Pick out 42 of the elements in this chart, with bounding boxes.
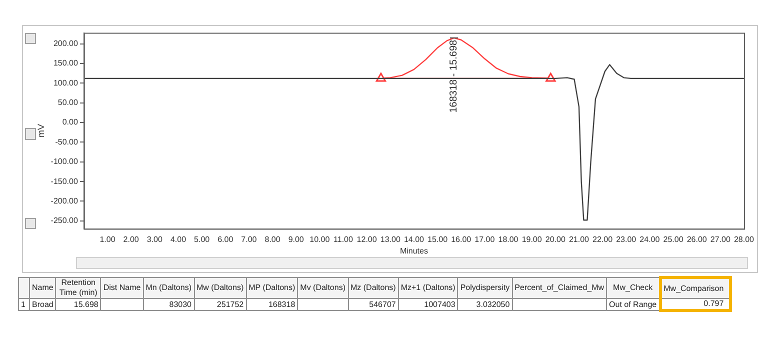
x-tick-label: 23.00 (616, 234, 637, 244)
x-tick-label: 8.00 (264, 234, 281, 244)
y-tick-label: -250.00 (50, 216, 78, 226)
x-tick-label: 28.00 (734, 234, 755, 244)
x-tick-label: 7.00 (241, 234, 258, 244)
x-tick-label: 16.00 (451, 234, 472, 244)
x-tick-label: 12.00 (356, 234, 378, 244)
x-tick-label: 21.00 (568, 234, 590, 244)
y-tick-label: -100.00 (50, 157, 78, 166)
x-tick-label: 27.00 (710, 234, 731, 244)
y-tick-label: -200.00 (50, 196, 78, 206)
x-axis-title: Minutes (400, 246, 428, 256)
x-tick-label: 15.00 (428, 234, 448, 244)
x-tick-label: 6.00 (218, 234, 234, 244)
x-tick-label: 9.00 (288, 234, 304, 244)
x-tick-label: 2.00 (123, 234, 140, 244)
x-tick-label: 18.00 (498, 234, 519, 244)
x-tick-label: 11.00 (334, 234, 354, 244)
y-tick-label: -50.00 (55, 137, 78, 146)
y-axis-title: mV (36, 124, 46, 138)
x-tick-label: 19.00 (522, 234, 542, 244)
x-tick-label: 26.00 (686, 234, 708, 244)
x-tick-label: 25.00 (663, 234, 684, 244)
x-tick-label: 24.00 (640, 234, 660, 244)
annotation: 168318 - 15.698 (448, 39, 460, 113)
x-tick-label: 22.00 (592, 234, 614, 244)
text: 1 Broad 15.698 83030 251752 168318 546707 1007403 3.032050 Out of Range 0.797 (21, 299, 724, 308)
x-tick-label: 13.00 (380, 234, 401, 244)
x-tick-label: 4.00 (170, 234, 187, 244)
x-tick-label: 20.00 (545, 234, 566, 244)
y-tick-label: 50.00 (58, 98, 78, 108)
y-tick-label: 200.00 (53, 39, 78, 48)
y-tick-label: -150.00 (50, 176, 78, 186)
x-tick-label: 1.00 (100, 234, 116, 244)
x-tick-label: 10.00 (310, 234, 330, 244)
y-tick-label: 100.00 (53, 78, 78, 88)
x-tick-label: 14.00 (404, 234, 425, 244)
y-tick-label: 0.00 (62, 118, 78, 127)
x-tick-label: 17.00 (474, 234, 496, 244)
x-tick-label: 3.00 (146, 234, 163, 244)
y-tick-label: 150.00 (53, 58, 78, 68)
x-tick-label: 5.00 (194, 234, 210, 244)
